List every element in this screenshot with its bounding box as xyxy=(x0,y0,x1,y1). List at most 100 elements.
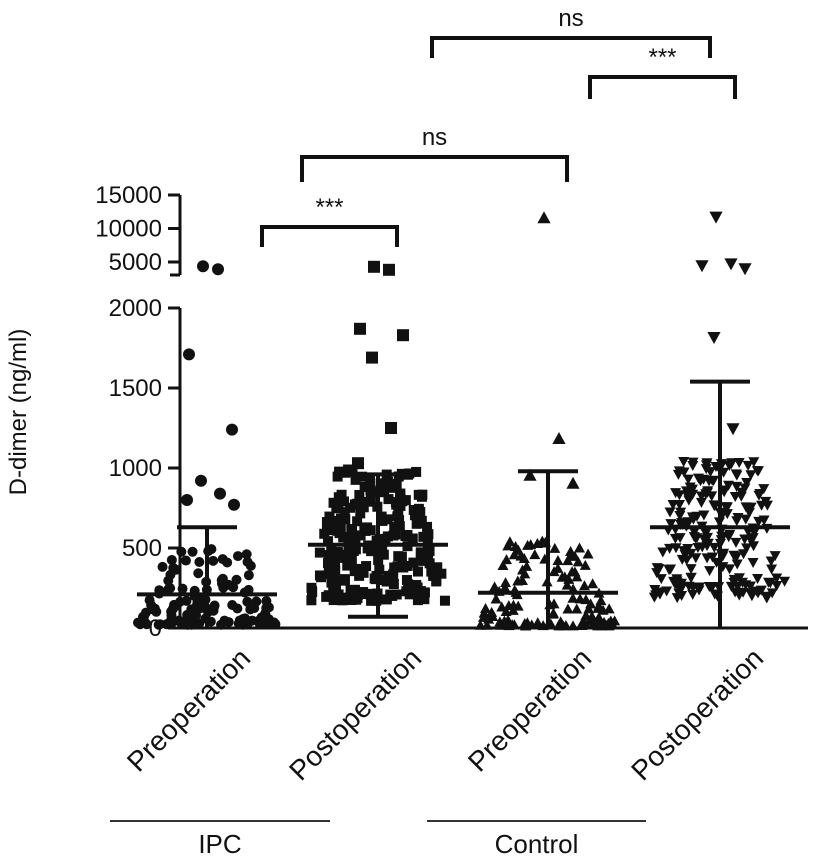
data-point xyxy=(187,546,198,557)
data-point xyxy=(348,589,359,600)
data-point xyxy=(708,542,720,553)
data-point xyxy=(587,578,599,589)
data-point xyxy=(212,263,224,276)
data-point xyxy=(566,566,578,577)
data-point xyxy=(480,603,492,614)
data-point xyxy=(692,542,704,553)
data-point xyxy=(690,553,702,564)
data-point xyxy=(761,500,773,511)
data-point xyxy=(752,574,764,585)
data-point xyxy=(354,322,366,335)
data-point xyxy=(186,619,197,630)
data-point xyxy=(319,528,330,539)
data-point xyxy=(723,532,735,543)
data-point xyxy=(324,511,335,522)
data-point xyxy=(346,524,357,535)
category-label: Preoperation xyxy=(121,642,256,777)
data-point xyxy=(334,466,345,477)
data-point xyxy=(740,514,752,525)
data-point xyxy=(731,470,743,481)
data-point xyxy=(242,596,253,607)
data-point xyxy=(765,556,777,567)
data-point xyxy=(675,520,687,531)
data-point xyxy=(422,521,433,532)
data-point xyxy=(411,518,422,529)
data-point xyxy=(321,517,332,528)
data-point xyxy=(350,474,361,485)
data-point xyxy=(174,617,185,628)
data-point xyxy=(512,600,524,611)
data-point xyxy=(400,531,411,542)
data-point xyxy=(678,467,690,478)
data-point xyxy=(339,496,350,507)
data-point xyxy=(404,468,415,479)
data-point xyxy=(439,595,450,606)
data-point xyxy=(424,558,435,569)
data-point xyxy=(306,595,317,606)
data-point xyxy=(395,500,406,511)
data-point xyxy=(331,582,342,593)
data-point xyxy=(506,619,518,630)
data-point xyxy=(394,521,405,532)
data-point xyxy=(214,487,226,500)
data-point xyxy=(496,601,508,612)
data-point xyxy=(663,565,675,576)
data-point xyxy=(389,521,400,532)
significance-bracket xyxy=(588,75,737,99)
data-point xyxy=(359,481,370,492)
data-point xyxy=(351,594,362,605)
data-point xyxy=(195,474,207,487)
data-point xyxy=(708,500,720,511)
data-point xyxy=(503,600,515,611)
data-point xyxy=(742,460,754,471)
data-point xyxy=(565,546,577,557)
data-point xyxy=(766,588,778,599)
data-point xyxy=(365,589,376,600)
data-point xyxy=(436,568,447,579)
data-point xyxy=(197,260,209,273)
data-point xyxy=(170,564,181,575)
data-point xyxy=(688,527,700,538)
data-point xyxy=(362,543,373,554)
significance-label: *** xyxy=(648,44,676,71)
data-point xyxy=(676,591,688,602)
data-point xyxy=(364,475,375,486)
data-point xyxy=(428,570,439,581)
data-point xyxy=(742,526,754,537)
data-point xyxy=(335,513,346,524)
data-point xyxy=(176,546,187,557)
data-point xyxy=(665,519,677,530)
data-point xyxy=(161,619,172,630)
data-point xyxy=(567,592,579,603)
data-point xyxy=(241,549,252,560)
data-point xyxy=(602,617,614,628)
data-point xyxy=(323,536,334,547)
data-point xyxy=(247,615,258,626)
data-point xyxy=(738,263,752,276)
data-point xyxy=(355,508,366,519)
data-point xyxy=(497,560,509,571)
data-point xyxy=(523,468,537,481)
data-point xyxy=(141,619,152,630)
data-point xyxy=(227,599,238,610)
y-axis-label: D-dimer (ng/ml) xyxy=(5,329,32,496)
data-point xyxy=(674,533,686,544)
data-point xyxy=(407,533,418,544)
data-point xyxy=(339,592,350,603)
significance-bracket xyxy=(430,36,712,58)
data-point xyxy=(690,533,702,544)
data-point xyxy=(391,478,402,489)
data-point xyxy=(415,506,426,517)
data-point xyxy=(576,619,588,630)
data-point xyxy=(388,569,399,580)
data-point xyxy=(700,528,712,539)
data-point xyxy=(388,579,399,590)
data-point xyxy=(424,546,435,557)
data-point xyxy=(193,568,204,579)
data-point xyxy=(216,578,227,589)
data-point xyxy=(731,481,743,492)
data-point xyxy=(747,533,759,544)
data-point xyxy=(651,568,663,579)
data-point xyxy=(761,593,773,604)
data-point xyxy=(401,575,412,586)
